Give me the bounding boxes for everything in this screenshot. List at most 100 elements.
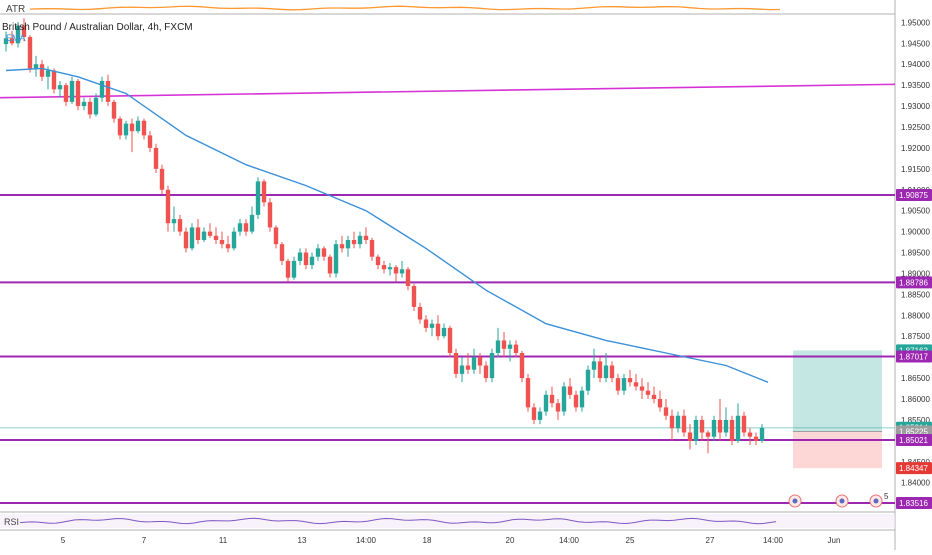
- candle-body: [285, 260, 291, 278]
- candle: [51, 68, 57, 94]
- candle: [117, 116, 123, 140]
- candle-body: [423, 319, 429, 328]
- candle-body: [387, 267, 393, 270]
- rsi-label[interactable]: RSI: [4, 517, 20, 527]
- time-axis[interactable]: 5 7 11 13 14:00 18 20 14:00 25 27 14:00 Jun: [61, 536, 841, 545]
- price-tag[interactable]: 1.90875: [896, 188, 932, 201]
- price-tag-box: [896, 462, 932, 475]
- candle: [537, 407, 543, 425]
- candle: [675, 411, 681, 433]
- symbol-title: British Pound / Australian Dollar, 4h, F…: [2, 22, 193, 33]
- candle-body: [651, 394, 657, 400]
- candle: [411, 283, 417, 312]
- candle-body: [435, 323, 441, 337]
- event-flag-icon[interactable]: [788, 494, 802, 508]
- candle: [495, 327, 501, 358]
- candle-body: [159, 168, 165, 190]
- candle-body: [723, 419, 729, 433]
- price-tag[interactable]: 1.84347: [896, 462, 932, 475]
- candle: [753, 432, 759, 446]
- candle: [417, 302, 423, 324]
- price-axis[interactable]: 1.95000 1.94500 1.94000 1.93500 1.93000 1.925…: [896, 18, 932, 509]
- candle: [627, 369, 633, 387]
- price-tick-label: 1.88500: [901, 290, 930, 299]
- price-tick-label: 1.86500: [901, 374, 930, 383]
- price-tag[interactable]: 1.87017: [896, 350, 932, 363]
- candle: [105, 74, 111, 107]
- candle: [657, 390, 663, 412]
- candle-body: [633, 382, 639, 387]
- candle-body: [27, 37, 33, 69]
- candle: [153, 143, 159, 174]
- candle: [189, 223, 195, 251]
- price-tick-label: 1.95000: [901, 18, 930, 27]
- candle: [165, 185, 171, 232]
- price-tag[interactable]: 1.83516: [896, 496, 932, 509]
- candle-body: [165, 189, 171, 224]
- candle: [729, 415, 735, 446]
- position-zones[interactable]: [793, 350, 882, 469]
- candle: [387, 263, 393, 276]
- event-flag-icon[interactable]: [835, 494, 849, 508]
- time-tick-label: 14:00: [356, 536, 377, 545]
- candle-body: [585, 369, 591, 391]
- candle: [741, 411, 747, 437]
- candle: [39, 60, 45, 81]
- candle: [609, 361, 615, 383]
- candle-body: [69, 80, 75, 102]
- candle-body: [759, 427, 765, 441]
- price-tick-label: 1.92500: [901, 123, 930, 132]
- price-tag-box: [896, 188, 932, 201]
- candle-body: [495, 340, 501, 353]
- candle: [285, 258, 291, 282]
- candle-body: [315, 248, 321, 257]
- candle: [615, 373, 621, 395]
- candle: [531, 403, 537, 425]
- candles: [3, 18, 765, 454]
- candle-body: [537, 411, 543, 420]
- candle-body: [195, 227, 201, 240]
- candle: [255, 177, 261, 220]
- candle: [681, 409, 687, 437]
- candle: [465, 352, 471, 374]
- candle-body: [297, 252, 303, 261]
- event-flag-icon[interactable]: [869, 494, 883, 508]
- candle-body: [333, 244, 339, 274]
- event-markers[interactable]: 5: [788, 492, 889, 508]
- candle: [501, 332, 507, 358]
- candle-body: [663, 407, 669, 416]
- price-tag-box: [896, 276, 932, 289]
- candle: [147, 131, 153, 153]
- candle: [213, 227, 219, 245]
- price-tag-label: 1.85021: [899, 436, 928, 445]
- candle-body: [561, 386, 567, 412]
- candle: [555, 399, 561, 420]
- candle-body: [327, 256, 333, 274]
- candle-body: [717, 419, 723, 433]
- price-tick-label: 1.90000: [901, 228, 930, 237]
- candle-body: [591, 361, 597, 370]
- ema-label[interactable]: EMA: [6, 33, 26, 43]
- price-tag-label: 1.85225: [899, 427, 928, 436]
- candle: [177, 214, 183, 236]
- candle-body: [579, 390, 585, 408]
- candle: [345, 235, 351, 257]
- candle-body: [273, 227, 279, 245]
- candle-body: [459, 365, 465, 374]
- price-tag-box: [896, 496, 932, 509]
- candle: [27, 34, 33, 73]
- trendline[interactable]: [0, 83, 896, 99]
- candle-body: [417, 306, 423, 320]
- candle-body: [351, 239, 357, 245]
- candle: [267, 198, 273, 232]
- price-tag-label: 1.87017: [899, 352, 928, 361]
- atr-label[interactable]: ATR: [6, 4, 26, 15]
- candle-body: [21, 25, 27, 38]
- price-tag[interactable]: 1.88786: [896, 276, 932, 289]
- horizontal-levels[interactable]: [0, 193, 895, 504]
- stop-zone: [793, 431, 882, 469]
- candle-body: [609, 365, 615, 379]
- price-tag[interactable]: 1.85021: [896, 433, 932, 446]
